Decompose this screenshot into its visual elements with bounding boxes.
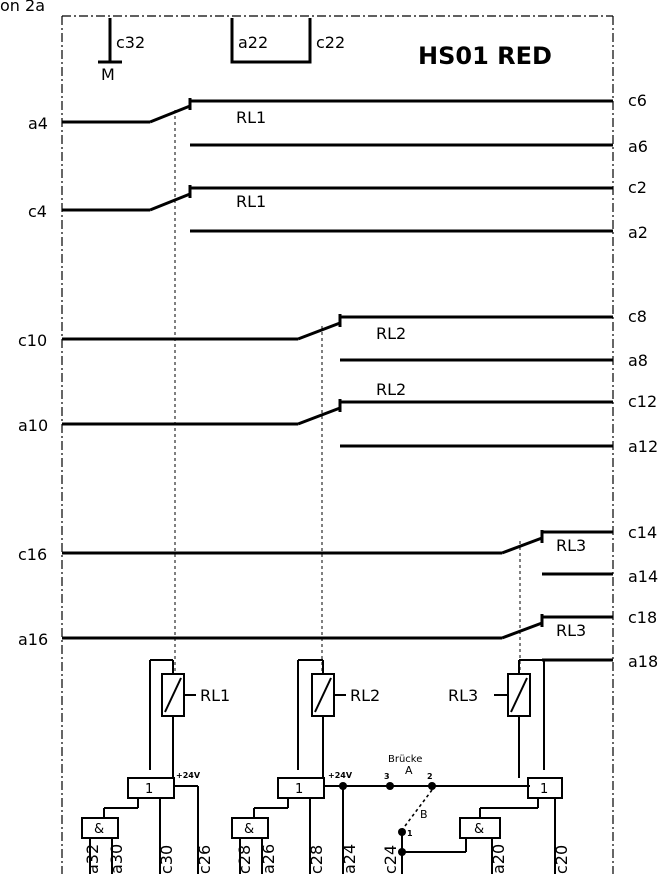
a8-label: a8 (628, 351, 648, 370)
and-gate-2-symbol: & (244, 822, 254, 837)
a22-label: a22 (238, 33, 268, 52)
m-label: M (101, 65, 115, 84)
bridge-pin-3: 3 (384, 772, 390, 781)
c2-label: c2 (628, 178, 647, 197)
a6-label: a6 (628, 137, 648, 156)
a10-label: a10 (18, 416, 48, 435)
pin-c28-b: c28 (307, 845, 326, 874)
c32-label: c32 (116, 33, 145, 52)
plus24v-2: +24V (328, 771, 353, 780)
bridge (339, 782, 530, 874)
bridge-pin-1: 1 (407, 829, 413, 838)
rl2-label-2: RL2 (376, 380, 406, 399)
coil-rl3-label: RL3 (448, 686, 478, 705)
title: HS01 RED (418, 42, 552, 70)
rl3-coil (494, 659, 545, 770)
a18-label: a18 (628, 652, 658, 671)
pin-a20: a20 (489, 844, 508, 874)
rl2-contact-2 (62, 399, 613, 448)
a14-label: a14 (628, 567, 658, 586)
c12-label: c12 (628, 392, 657, 411)
rl3-logic (459, 732, 563, 874)
or-gate-2-symbol: 1 (295, 782, 303, 797)
rl1-coil (149, 659, 196, 770)
a2-label: a2 (628, 223, 648, 242)
bridge-label: Brücke (388, 754, 422, 765)
bridge-b-label: B (420, 808, 428, 821)
a4-label: a4 (28, 114, 48, 133)
coil-rl2-label: RL2 (350, 686, 380, 705)
pin-c28-a: c28 (235, 845, 254, 874)
rl3-label-2: RL3 (556, 621, 586, 640)
pin-a26: a26 (259, 844, 278, 874)
rl2-contact-1 (62, 314, 613, 362)
coil-rl1-label: RL1 (200, 686, 230, 705)
a16-label: a16 (18, 630, 48, 649)
pin-a24: a24 (340, 844, 359, 874)
c8-label: c8 (628, 307, 647, 326)
pin-a30: a30 (107, 844, 126, 874)
pin-c26: c26 (195, 845, 214, 874)
c18-label: c18 (628, 608, 657, 627)
rl2-label-1: RL2 (376, 324, 406, 343)
c16-label: c16 (18, 545, 47, 564)
rl1-label-2: RL1 (236, 192, 266, 211)
rl1-logic (81, 732, 199, 874)
rl1-contact-2 (62, 185, 613, 233)
c22-label: c22 (316, 33, 345, 52)
or-gate-3-symbol: 1 (540, 782, 548, 797)
a12-label: a12 (628, 437, 658, 456)
plus24v-1: +24V (176, 771, 201, 780)
header-fragment: on 2a (0, 0, 45, 15)
pin-c24: c24 (381, 845, 400, 874)
rl2-coil (297, 659, 346, 770)
rl1-label-1: RL1 (236, 108, 266, 127)
pin-a32: a32 (83, 844, 102, 874)
pin-c30: c30 (157, 845, 176, 874)
c14-label: c14 (628, 523, 657, 542)
rl3-label-1: RL3 (556, 536, 586, 555)
rl3-contact-1 (62, 530, 613, 576)
rl3-contact-2 (62, 614, 613, 662)
bridge-a-label: A (405, 764, 413, 777)
rl1-contact-1 (62, 98, 613, 147)
a22-c22-loop (230, 18, 312, 64)
or-gate-1-symbol: 1 (145, 782, 153, 797)
c10-label: c10 (18, 331, 47, 350)
c6-label: c6 (628, 91, 647, 110)
c4-label: c4 (28, 202, 47, 221)
pin-c20: c20 (552, 845, 571, 874)
and-gate-1-symbol: & (94, 822, 104, 837)
and-gate-3-symbol: & (474, 822, 484, 837)
bridge-pin-2: 2 (427, 772, 433, 781)
